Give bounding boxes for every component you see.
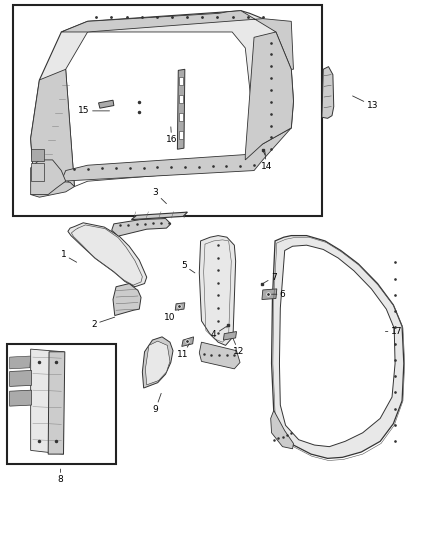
- Polygon shape: [279, 245, 395, 447]
- Polygon shape: [245, 32, 293, 160]
- Polygon shape: [223, 332, 237, 340]
- Text: 2: 2: [92, 317, 115, 328]
- Text: 16: 16: [166, 127, 177, 144]
- Text: 9: 9: [152, 393, 161, 414]
- Polygon shape: [145, 341, 170, 385]
- Polygon shape: [271, 410, 293, 449]
- Polygon shape: [199, 236, 236, 345]
- Polygon shape: [61, 128, 291, 181]
- Polygon shape: [99, 100, 114, 108]
- Polygon shape: [179, 113, 183, 121]
- Polygon shape: [179, 77, 183, 85]
- Polygon shape: [31, 349, 64, 454]
- Polygon shape: [179, 131, 183, 139]
- Bar: [13, 5, 322, 216]
- Text: 1: 1: [60, 251, 77, 262]
- Polygon shape: [272, 236, 404, 458]
- Polygon shape: [131, 212, 187, 220]
- Text: 3: 3: [152, 189, 166, 204]
- Polygon shape: [10, 370, 32, 386]
- Polygon shape: [31, 163, 44, 181]
- Polygon shape: [66, 32, 254, 187]
- Text: 10: 10: [164, 310, 179, 321]
- Text: 6: 6: [272, 290, 286, 298]
- Text: 4: 4: [211, 326, 227, 339]
- Polygon shape: [48, 352, 65, 454]
- Text: 8: 8: [57, 469, 64, 484]
- Polygon shape: [68, 223, 147, 287]
- Polygon shape: [31, 11, 293, 195]
- Polygon shape: [31, 149, 44, 161]
- Polygon shape: [177, 69, 185, 149]
- Polygon shape: [10, 390, 32, 406]
- Polygon shape: [175, 303, 185, 310]
- Text: 13: 13: [353, 96, 378, 110]
- Polygon shape: [31, 160, 66, 195]
- Polygon shape: [179, 95, 183, 103]
- Polygon shape: [61, 11, 293, 69]
- Polygon shape: [322, 67, 334, 118]
- Text: 12: 12: [233, 338, 244, 356]
- Polygon shape: [31, 69, 74, 195]
- Bar: [7, 344, 116, 464]
- Polygon shape: [262, 289, 277, 300]
- Text: 11: 11: [177, 344, 189, 359]
- Polygon shape: [182, 337, 194, 346]
- Polygon shape: [113, 284, 141, 316]
- Text: 5: 5: [181, 261, 195, 273]
- Polygon shape: [10, 356, 31, 369]
- Polygon shape: [112, 219, 171, 236]
- Text: 17: 17: [385, 327, 402, 336]
- Polygon shape: [142, 337, 173, 388]
- Polygon shape: [31, 181, 74, 197]
- Polygon shape: [199, 342, 240, 369]
- Text: 15: 15: [78, 107, 110, 115]
- Text: 7: 7: [263, 273, 277, 284]
- Text: 14: 14: [261, 152, 272, 171]
